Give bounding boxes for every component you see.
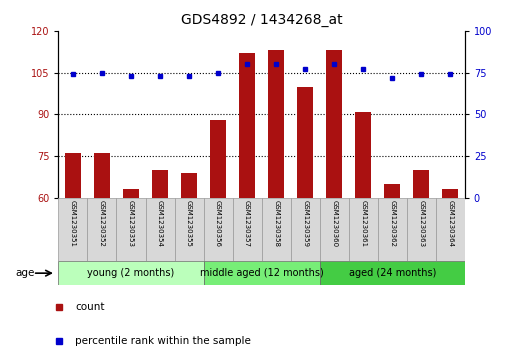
Text: GSM1230354: GSM1230354	[157, 200, 163, 246]
Bar	[239, 53, 255, 198]
Title: GDS4892 / 1434268_at: GDS4892 / 1434268_at	[181, 13, 342, 27]
Text: GSM1230359: GSM1230359	[302, 200, 308, 247]
Bar	[414, 170, 429, 198]
Bar	[116, 198, 145, 261]
Bar	[204, 198, 233, 261]
Bar	[297, 86, 313, 198]
Bar	[262, 198, 291, 261]
Bar	[210, 120, 226, 198]
Bar	[94, 153, 110, 198]
Text: middle aged (12 months): middle aged (12 months)	[200, 268, 324, 278]
Text: GSM1230356: GSM1230356	[215, 200, 221, 247]
Text: GSM1230361: GSM1230361	[360, 200, 366, 247]
Text: GSM1230363: GSM1230363	[418, 200, 424, 247]
Bar	[407, 198, 436, 261]
Bar	[233, 198, 262, 261]
Text: GSM1230355: GSM1230355	[186, 200, 192, 246]
Bar	[268, 50, 284, 198]
Text: GSM1230351: GSM1230351	[70, 200, 76, 247]
Text: count: count	[75, 302, 105, 312]
Text: GSM1230357: GSM1230357	[244, 200, 250, 247]
Bar	[436, 198, 465, 261]
Text: GSM1230353: GSM1230353	[128, 200, 134, 247]
Bar	[291, 198, 320, 261]
Bar	[384, 184, 400, 198]
Bar	[320, 198, 348, 261]
Text: age: age	[15, 268, 35, 278]
Bar	[123, 189, 139, 198]
Text: GSM1230352: GSM1230352	[99, 200, 105, 246]
Bar	[152, 170, 168, 198]
Bar	[378, 198, 407, 261]
Text: GSM1230362: GSM1230362	[389, 200, 395, 247]
Text: GSM1230360: GSM1230360	[331, 200, 337, 247]
Text: aged (24 months): aged (24 months)	[348, 268, 436, 278]
Bar	[87, 198, 116, 261]
Bar	[355, 111, 371, 198]
Text: GSM1230364: GSM1230364	[448, 200, 453, 247]
Bar	[326, 50, 342, 198]
Bar	[348, 198, 378, 261]
Bar	[175, 198, 204, 261]
Bar	[442, 189, 458, 198]
Text: percentile rank within the sample: percentile rank within the sample	[75, 336, 251, 346]
Text: young (2 months): young (2 months)	[87, 268, 175, 278]
Bar	[58, 261, 204, 285]
Bar	[145, 198, 175, 261]
Bar	[204, 261, 320, 285]
Bar	[65, 153, 81, 198]
Text: GSM1230358: GSM1230358	[273, 200, 279, 247]
Bar	[320, 261, 465, 285]
Bar	[181, 173, 197, 198]
Bar	[58, 198, 87, 261]
